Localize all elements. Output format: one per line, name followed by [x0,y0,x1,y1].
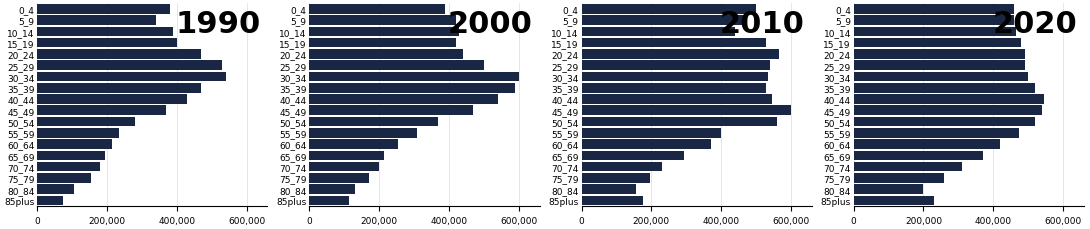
Bar [853,185,923,194]
Bar [310,106,473,116]
Bar [37,50,202,60]
Bar [37,72,226,82]
Bar [581,39,766,48]
Bar [37,84,202,93]
Bar [581,128,722,138]
Bar [581,185,635,194]
Bar [37,106,167,116]
Bar [853,117,1036,127]
Bar [581,162,662,172]
Bar [853,27,1016,37]
Bar [853,106,1042,116]
Bar [310,162,379,172]
Bar [310,117,438,127]
Bar [853,50,1025,60]
Bar [853,128,1019,138]
Bar [37,185,74,194]
Bar [310,16,456,26]
Bar [37,117,135,127]
Bar [310,61,484,71]
Bar [37,95,187,104]
Bar [853,162,961,172]
Bar [310,128,417,138]
Bar [37,162,100,172]
Bar [853,95,1044,104]
Bar [853,39,1021,48]
Text: 1990: 1990 [175,10,261,39]
Bar [37,128,119,138]
Bar [37,140,112,149]
Bar [581,117,777,127]
Bar [310,72,519,82]
Bar [853,61,1025,71]
Text: 2010: 2010 [720,10,804,39]
Bar [581,61,770,71]
Bar [853,16,1014,26]
Bar [310,140,398,149]
Bar [853,151,983,161]
Bar [581,27,735,37]
Bar [37,39,177,48]
Bar [310,39,456,48]
Bar [37,61,222,71]
Bar [310,84,516,93]
Bar [310,185,354,194]
Bar [310,173,368,183]
Text: 2000: 2000 [448,10,533,39]
Bar [581,173,650,183]
Bar [581,84,766,93]
Bar [853,84,1036,93]
Bar [37,196,63,205]
Bar [581,16,746,26]
Bar [581,50,778,60]
Bar [37,16,156,26]
Bar [853,72,1028,82]
Bar [310,50,463,60]
Bar [581,140,711,149]
Bar [581,95,772,104]
Bar [310,196,350,205]
Bar [581,151,685,161]
Bar [853,173,944,183]
Bar [581,72,768,82]
Bar [581,5,756,14]
Bar [853,5,1014,14]
Text: 2020: 2020 [992,10,1077,39]
Bar [37,173,92,183]
Bar [37,151,106,161]
Bar [310,151,385,161]
Bar [581,196,642,205]
Bar [581,106,791,116]
Bar [853,140,1001,149]
Bar [310,95,498,104]
Bar [853,196,934,205]
Bar [37,5,170,14]
Bar [37,27,173,37]
Bar [310,5,446,14]
Bar [310,27,459,37]
